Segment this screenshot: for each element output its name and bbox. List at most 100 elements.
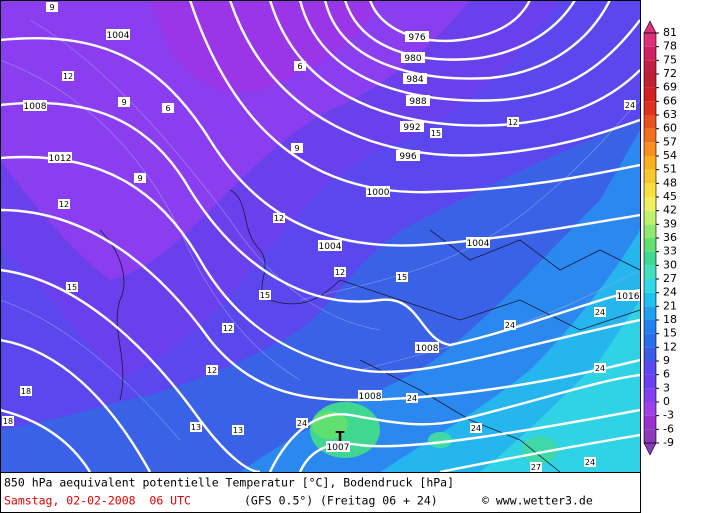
contour-label: 24 bbox=[585, 458, 595, 467]
colorbar-segment bbox=[644, 142, 656, 156]
isobar-label-box bbox=[318, 240, 342, 251]
contour-label-box bbox=[46, 2, 58, 12]
warmer-area bbox=[480, 300, 640, 472]
contour-label: 24 bbox=[625, 101, 635, 110]
isobar bbox=[1, 36, 640, 247]
temperature-contour bbox=[1, 299, 181, 441]
colorbar-tick-label: 60 bbox=[663, 122, 677, 135]
footer-credit: © www.wetter3.de bbox=[482, 494, 593, 508]
colorbar-segment bbox=[644, 74, 656, 88]
colorbar-tick-label: 21 bbox=[663, 299, 677, 312]
isobar bbox=[1, 208, 640, 402]
colorbar-segment bbox=[644, 60, 656, 74]
colorbar-segment bbox=[644, 183, 656, 197]
contour-label-box bbox=[190, 422, 202, 432]
colorbar-tick-label: 72 bbox=[663, 67, 677, 80]
colorbar-segment bbox=[644, 101, 656, 115]
isobar-label: 984 bbox=[406, 75, 423, 85]
colorbar-tick-label: 18 bbox=[663, 313, 677, 326]
contour-label-box bbox=[504, 320, 516, 330]
colorbar-segment bbox=[644, 224, 656, 238]
colorbar-segment bbox=[644, 238, 656, 252]
colorbar-tick-label: 75 bbox=[663, 53, 677, 66]
colorbar-segment bbox=[644, 265, 656, 279]
isobar bbox=[1, 338, 152, 472]
contour-label-box bbox=[594, 363, 606, 373]
contour-label-box bbox=[294, 61, 306, 71]
warm-spot bbox=[428, 432, 452, 448]
isobar-label-box bbox=[106, 29, 130, 40]
isobar-label: 1008 bbox=[416, 344, 439, 354]
colorbar-tick-label: -6 bbox=[663, 422, 674, 435]
colorbar-tick-label: 66 bbox=[663, 94, 677, 107]
contour-label-box bbox=[507, 117, 519, 127]
contour-label: 18 bbox=[21, 387, 31, 396]
isobar-label: 1012 bbox=[49, 154, 72, 164]
colorbar-segment bbox=[644, 279, 656, 293]
colorbar-segment bbox=[644, 197, 656, 211]
contour-label: 12 bbox=[508, 118, 518, 127]
isobar-label: 992 bbox=[403, 123, 420, 133]
isobar bbox=[299, 1, 640, 102]
isobar bbox=[1, 155, 640, 374]
isobars bbox=[1, 1, 640, 472]
isobar-label-box bbox=[23, 100, 47, 111]
contour-label-box bbox=[594, 307, 606, 317]
colorbar-segment bbox=[644, 292, 656, 307]
contour-label-box bbox=[296, 418, 308, 428]
colorbar: -9-6-30369121518212427303336394245485154… bbox=[643, 20, 677, 456]
contour-label: 9 bbox=[49, 3, 54, 12]
contour-label-box bbox=[222, 323, 234, 333]
contour-label: 27 bbox=[531, 463, 541, 472]
colorbar-segment bbox=[644, 374, 656, 389]
colorbar-segment bbox=[644, 87, 656, 102]
contour-label: 15 bbox=[397, 273, 407, 282]
colorbar-tick-label: 54 bbox=[663, 149, 677, 162]
contour-label-box bbox=[624, 100, 636, 110]
contour-label: 24 bbox=[407, 394, 417, 403]
contour-label-box bbox=[20, 386, 32, 396]
contour-label-box bbox=[470, 423, 482, 433]
colorbar-segment bbox=[644, 306, 656, 320]
contour-label-box bbox=[206, 365, 218, 375]
colorbar-tick-label: 30 bbox=[663, 258, 677, 271]
colorbar-tick-label: -9 bbox=[663, 436, 674, 449]
contour-label: 9 bbox=[121, 98, 126, 107]
contour-labels: 9 12 9 6 6 9 9 12 12 15 12 12 15 15 15 12 12 18 18 13 13 24 24… bbox=[2, 2, 636, 472]
isobar-label: 980 bbox=[404, 54, 421, 64]
isobar-label-box bbox=[616, 290, 640, 301]
contour-label-box bbox=[396, 272, 408, 282]
isobar-label: 976 bbox=[408, 33, 425, 43]
colorbar-segment bbox=[644, 33, 656, 47]
contour-label-box bbox=[334, 267, 346, 277]
isobar bbox=[1, 409, 92, 472]
isobar-label-box bbox=[401, 52, 425, 63]
isobar-label: 996 bbox=[399, 152, 416, 162]
colorbar-tick-label: 57 bbox=[663, 135, 677, 148]
colorbar-tick-label: 6 bbox=[663, 368, 670, 381]
colorbar-tick-label: 33 bbox=[663, 245, 677, 258]
footer-date: Samstag, 02-02-2008 06 UTC bbox=[4, 494, 191, 508]
colorbar-segment bbox=[644, 333, 656, 348]
contour-label: 9 bbox=[137, 174, 142, 183]
contour-label: 12 bbox=[207, 366, 217, 375]
contour-label: 15 bbox=[67, 283, 77, 292]
contour-label-box bbox=[232, 425, 244, 435]
contour-label: 6 bbox=[297, 62, 302, 71]
isobar bbox=[324, 1, 611, 80]
isobar-label: 1007 bbox=[327, 443, 350, 453]
coastline bbox=[229, 189, 341, 305]
contour-label-box bbox=[291, 143, 303, 153]
isobar-label-box bbox=[403, 73, 427, 84]
colorbar-segment bbox=[644, 251, 656, 266]
contour-label: 12 bbox=[63, 72, 73, 81]
contour-label-box bbox=[134, 173, 146, 183]
contour-label: 9 bbox=[294, 144, 299, 153]
colorbar-tick-label: 24 bbox=[663, 286, 677, 299]
colorbar-tick-label: 9 bbox=[663, 354, 670, 367]
contour-label-box bbox=[584, 457, 596, 467]
isobar bbox=[344, 1, 576, 61]
isobar-label: 1008 bbox=[359, 392, 382, 402]
contour-label: 13 bbox=[233, 426, 243, 435]
